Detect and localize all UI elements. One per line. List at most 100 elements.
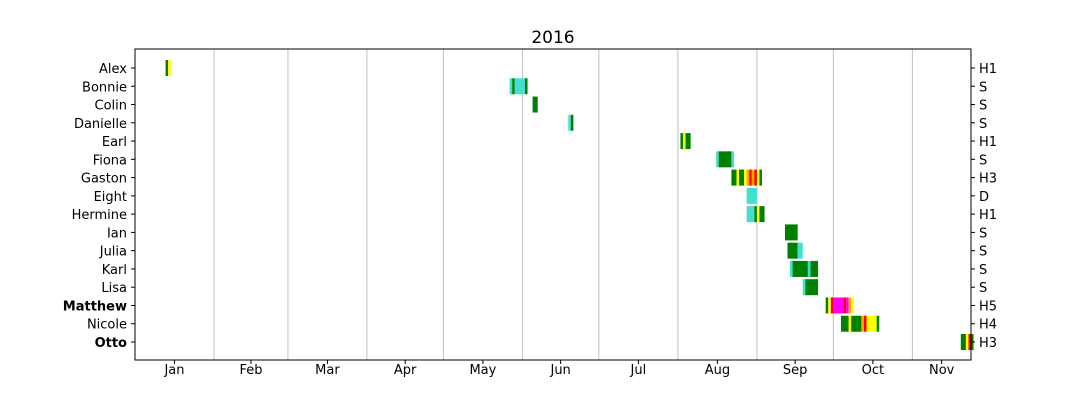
storm-max-intensity-label: H1 xyxy=(979,135,997,150)
storm-bar-segment xyxy=(509,78,513,95)
x-tick-label: Sep xyxy=(783,363,808,378)
x-tick-label: Jun xyxy=(549,363,570,378)
storm-name-label: Karl xyxy=(102,263,127,278)
storm-max-intensity-label: H1 xyxy=(979,208,997,223)
storm-bar-segment xyxy=(833,297,844,314)
storm-bar-segment xyxy=(736,169,740,186)
storm-bar-segment xyxy=(524,78,528,95)
storm-name-label: Gaston xyxy=(81,172,127,187)
storm-name-label: Matthew xyxy=(63,299,127,314)
storm-bar-segment xyxy=(866,315,877,332)
storm-bar-segment xyxy=(746,206,755,223)
storm-bar-segment xyxy=(522,78,525,95)
storm-bar-segment xyxy=(165,60,169,76)
storm-bar-segment xyxy=(848,315,852,332)
storm-max-intensity-label: H3 xyxy=(979,172,997,187)
storm-bar-segment xyxy=(843,297,847,314)
storm-name-label: Ian xyxy=(107,226,127,241)
storm-bar-segment xyxy=(825,297,829,314)
storm-name-label: Alex xyxy=(99,62,127,77)
storm-bar-segment xyxy=(739,169,745,186)
storm-bar-segment xyxy=(965,334,969,350)
storm-name-label: Fiona xyxy=(93,153,127,168)
storm-bar-segment xyxy=(754,206,757,223)
storm-bar-segment xyxy=(756,206,760,223)
storm-name-label: Earl xyxy=(102,135,127,150)
plot-frame xyxy=(134,48,972,361)
storm-max-intensity-label: H4 xyxy=(979,318,997,333)
storm-bar-segment xyxy=(744,169,747,186)
storm-bar-segment xyxy=(514,78,523,95)
storm-bar-segment xyxy=(756,169,760,186)
storm-max-intensity-label: S xyxy=(979,263,987,278)
storm-bar-segment xyxy=(790,260,793,277)
storm-max-intensity-label: H5 xyxy=(979,299,997,314)
storm-name-label: Colin xyxy=(95,99,128,114)
storm-bar-segment xyxy=(749,169,752,186)
storm-bar-segment xyxy=(685,133,691,150)
storm-bar-segment xyxy=(861,315,864,332)
storm-bars xyxy=(165,60,974,350)
storm-max-intensity-label: S xyxy=(979,99,987,114)
x-tick-label: Feb xyxy=(239,363,262,378)
storm-bar-segment xyxy=(784,224,798,241)
storm-bar-segment xyxy=(759,206,765,223)
storm-bar-segment xyxy=(716,151,719,168)
storm-bar-segment xyxy=(168,60,171,76)
storm-bar-segment xyxy=(876,315,880,332)
storm-bar-segment xyxy=(797,242,803,259)
storm-bar-segment xyxy=(568,114,571,131)
storm-bar-segment xyxy=(830,297,834,314)
x-tick-label: Oct xyxy=(862,363,884,378)
storm-bar-segment xyxy=(731,151,734,168)
storm-name-label: Lisa xyxy=(101,281,127,296)
storm-bar-segment xyxy=(807,260,811,277)
storm-name-label: Eight xyxy=(94,190,127,205)
storm-max-intensity-label: H3 xyxy=(979,336,997,351)
storm-max-intensity-label: S xyxy=(979,245,987,260)
storm-bar-segment xyxy=(512,78,515,95)
storm-max-intensity-label: S xyxy=(979,117,987,132)
storm-bar-segment xyxy=(759,169,762,186)
storm-name-label: Nicole xyxy=(87,318,127,333)
storm-name-label: Danielle xyxy=(74,117,127,132)
storm-bar-segment xyxy=(841,315,849,332)
x-tick-label: Apr xyxy=(394,363,417,378)
storm-bar-segment xyxy=(851,297,854,314)
storm-bar-segment xyxy=(746,169,750,186)
x-tick-label: Mar xyxy=(315,363,340,378)
x-tick-label: Aug xyxy=(705,363,730,378)
storm-bar-segment xyxy=(787,242,798,259)
storm-bar-segment xyxy=(682,133,686,150)
storm-max-intensity-label: H1 xyxy=(979,62,997,77)
storm-bar-segment xyxy=(846,297,849,314)
storm-bar-segment xyxy=(851,315,862,332)
storm-max-intensity-label: S xyxy=(979,80,987,95)
storm-bar-segment xyxy=(863,315,867,332)
storm-bar-segment xyxy=(960,334,966,350)
storm-bar-segment xyxy=(718,151,732,168)
x-tick-label: May xyxy=(469,363,496,378)
storm-max-intensity-label: S xyxy=(979,153,987,168)
storm-bar-segment xyxy=(746,187,757,204)
storm-name-label: Otto xyxy=(95,336,127,351)
x-tick-label: Jan xyxy=(163,363,184,378)
storm-bar-segment xyxy=(848,297,852,314)
storm-max-intensity-label: S xyxy=(979,281,987,296)
storm-max-intensity-label: D xyxy=(979,190,989,205)
month-gridlines xyxy=(213,49,913,360)
storm-bar-segment xyxy=(805,279,819,296)
storm-bar-segment xyxy=(828,297,831,314)
storm-bar-segment xyxy=(532,96,538,113)
storm-bar-segment xyxy=(751,169,755,186)
chart-title: 2016 xyxy=(531,28,574,48)
x-tick-label: Nov xyxy=(929,363,955,378)
storm-bar-segment xyxy=(570,114,574,131)
storm-name-label: Julia xyxy=(99,245,127,260)
storm-name-axis: Alex H1 Bonnie S Colin S Danielle S Earl H1 Fiona S… xyxy=(63,62,997,351)
storm-bar-segment xyxy=(792,260,808,277)
x-tick-label: Jul xyxy=(630,363,647,378)
storm-bar-segment xyxy=(968,334,971,350)
